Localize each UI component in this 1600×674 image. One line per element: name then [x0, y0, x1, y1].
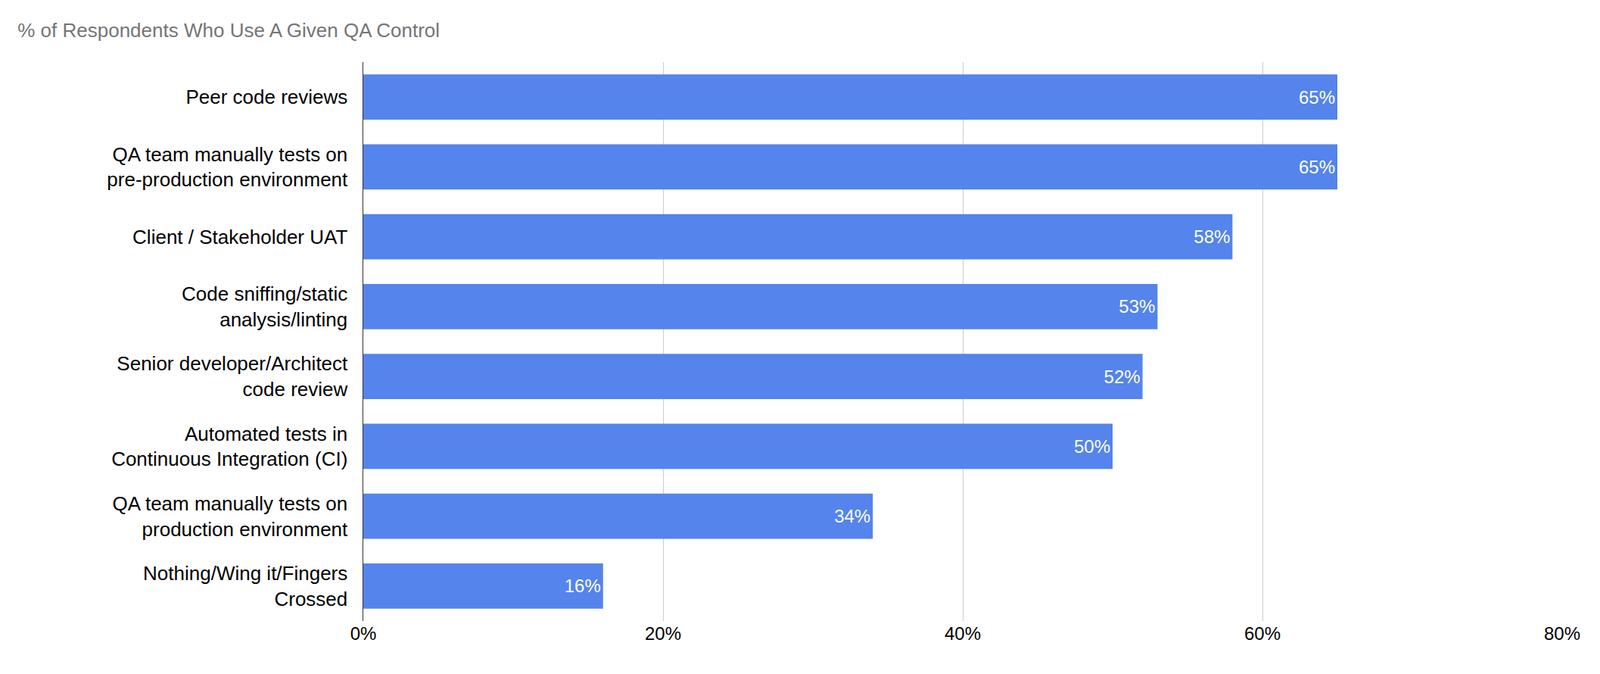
svg-text:Client / Stakeholder UAT: Client / Stakeholder UAT	[132, 225, 348, 249]
svg-text:65%: 65%	[1298, 156, 1336, 178]
svg-text:52%: 52%	[1104, 366, 1141, 387]
svg-text:65%: 65%	[1298, 87, 1336, 108]
svg-text:QA team manually tests onprodu: QA team manually tests onproduction envi…	[112, 491, 349, 541]
svg-text:60%: 60%	[1244, 622, 1281, 644]
svg-text:16%: 16%	[564, 575, 601, 596]
svg-text:50%: 50%	[1073, 435, 1111, 457]
svg-text:80%: 80%	[1543, 622, 1581, 644]
svg-text:58%: 58%	[1193, 226, 1230, 247]
svg-text:Automated tests inContinuous I: Automated tests inContinuous Integration…	[111, 422, 348, 471]
svg-text:Code sniffing/staticanalysis/l: Code sniffing/staticanalysis/linting	[181, 282, 348, 331]
svg-text:20%: 20%	[644, 622, 682, 644]
svg-text:53%: 53%	[1118, 295, 1155, 317]
svg-text:% of Respondents Who Use A Giv: % of Respondents Who Use A Given QA Cont…	[17, 18, 440, 42]
svg-text:Senior developer/Architectcode: Senior developer/Architectcode review	[116, 351, 349, 401]
svg-text:QA team manually tests onpre-p: QA team manually tests onpre-production …	[106, 143, 349, 192]
svg-text:34%: 34%	[834, 505, 871, 527]
svg-text:Peer code reviews: Peer code reviews	[185, 85, 348, 109]
svg-text:Nothing/Wing it/FingersCrossed: Nothing/Wing it/FingersCrossed	[143, 561, 348, 611]
svg-text:0%: 0%	[350, 622, 377, 644]
svg-text:40%: 40%	[944, 622, 981, 644]
